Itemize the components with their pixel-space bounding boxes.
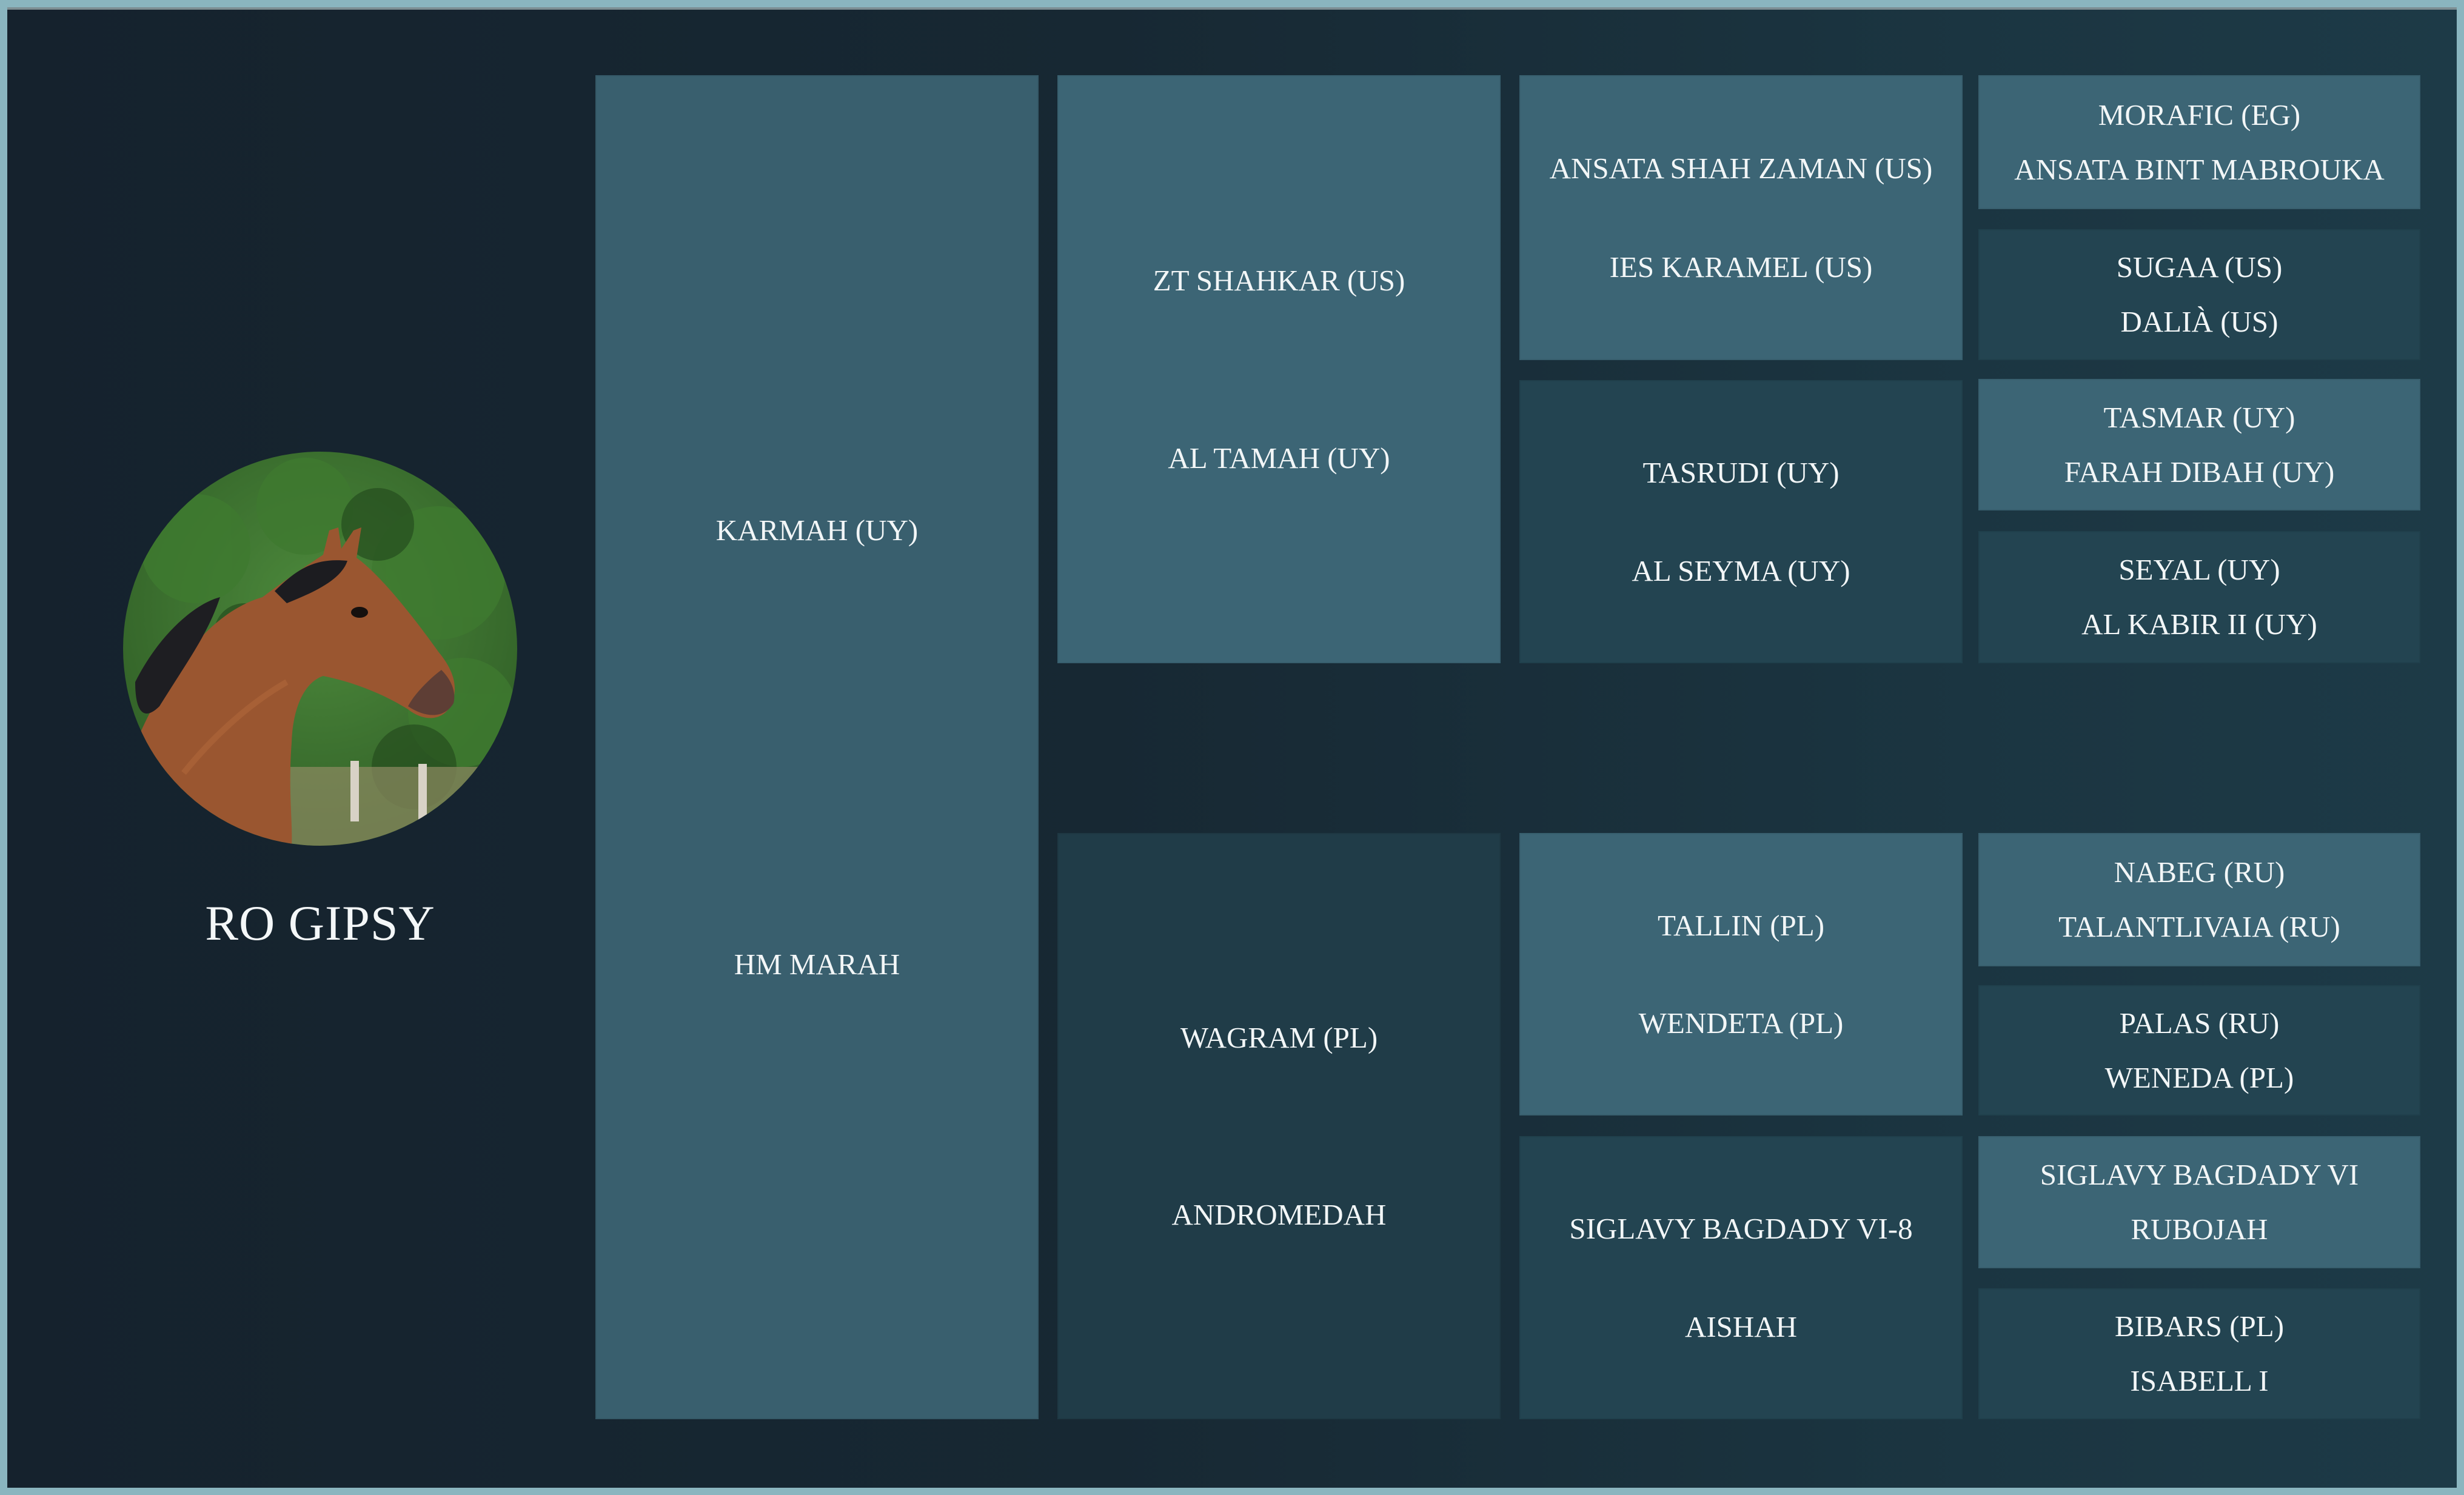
ancestor-name: NABEG (RU) bbox=[2114, 855, 2285, 889]
great-grandparents-1[interactable]: ANSATA SHAH ZAMAN (US) IES KARAMEL (US) bbox=[1519, 75, 1963, 360]
pedigree-card: RO GIPSY KARMAH (UY) HM MARAH ZT SHAHKAR… bbox=[7, 7, 2457, 1488]
ggg-pair-7[interactable]: SIGLAVY BAGDADY VI RUBOJAH bbox=[1978, 1136, 2420, 1268]
maternal-granddam: ANDROMEDAH bbox=[1171, 1197, 1387, 1231]
ancestor-name: MORAFIC (EG) bbox=[2098, 98, 2301, 132]
grandparents-sire-side[interactable]: ZT SHAHKAR (US) AL TAMAH (UY) bbox=[1057, 75, 1501, 663]
ancestor-name: TASMAR (UY) bbox=[2103, 400, 2295, 434]
ancestor-name: AL KABIR II (UY) bbox=[2081, 607, 2317, 641]
ggg-pair-3[interactable]: TASMAR (UY) FARAH DIBAH (UY) bbox=[1978, 379, 2420, 510]
ancestor-name: IES KARAMEL (US) bbox=[1609, 250, 1873, 284]
grandparents-dam-side[interactable]: WAGRAM (PL) ANDROMEDAH bbox=[1057, 833, 1501, 1419]
ancestor-name: BIBARS (PL) bbox=[2114, 1309, 2285, 1343]
ggg-pair-6[interactable]: PALAS (RU) WENEDA (PL) bbox=[1978, 985, 2420, 1115]
ancestor-name: RUBOJAH bbox=[2131, 1212, 2268, 1246]
great-grandparents-3[interactable]: TALLIN (PL) WENDETA (PL) bbox=[1519, 833, 1963, 1115]
horse-photo bbox=[123, 452, 517, 846]
ancestor-name: ANSATA SHAH ZAMAN (US) bbox=[1549, 152, 1933, 185]
ancestor-name: ANSATA BINT MABROUKA bbox=[2014, 152, 2385, 186]
paternal-granddam: AL TAMAH (UY) bbox=[1168, 441, 1390, 475]
ancestor-name: SUGAA (US) bbox=[2116, 250, 2283, 284]
ancestor-name: TALLIN (PL) bbox=[1657, 909, 1825, 942]
ggg-pair-2[interactable]: SUGAA (US) DALIÀ (US) bbox=[1978, 229, 2420, 360]
ancestor-name: PALAS (RU) bbox=[2119, 1006, 2280, 1040]
ggg-pair-8[interactable]: BIBARS (PL) ISABELL I bbox=[1978, 1288, 2420, 1419]
ggg-pair-4[interactable]: SEYAL (UY) AL KABIR II (UY) bbox=[1978, 531, 2420, 663]
horse-name: RO GIPSY bbox=[205, 895, 435, 951]
great-grandparents-4[interactable]: SIGLAVY BAGDADY VI-8 AISHAH bbox=[1519, 1136, 1963, 1419]
dam-name: HM MARAH bbox=[734, 948, 900, 982]
ancestor-name: TASRUDI (UY) bbox=[1642, 456, 1840, 490]
maternal-grandsire: WAGRAM (PL) bbox=[1180, 1021, 1378, 1055]
ancestor-name: SIGLAVY BAGDADY VI-8 bbox=[1569, 1212, 1913, 1246]
ancestor-name: SEYAL (UY) bbox=[2118, 553, 2280, 586]
ancestor-name: SIGLAVY BAGDADY VI bbox=[2040, 1158, 2359, 1191]
paternal-grandsire: ZT SHAHKAR (US) bbox=[1153, 264, 1405, 297]
ancestor-name: DALIÀ (US) bbox=[2120, 305, 2278, 338]
parents-box[interactable]: KARMAH (UY) HM MARAH bbox=[595, 75, 1039, 1419]
ancestor-name: WENEDA (PL) bbox=[2104, 1060, 2294, 1094]
sire-name: KARMAH (UY) bbox=[715, 513, 919, 547]
ancestor-name: AL SEYMA (UY) bbox=[1632, 554, 1850, 587]
ancestor-name: ISABELL I bbox=[2130, 1364, 2269, 1397]
ggg-pair-5[interactable]: NABEG (RU) TALANTLIVAIA (RU) bbox=[1978, 833, 2420, 966]
ancestor-name: TALANTLIVAIA (RU) bbox=[2058, 910, 2340, 943]
ancestor-name: AISHAH bbox=[1684, 1309, 1798, 1343]
ggg-pair-1[interactable]: MORAFIC (EG) ANSATA BINT MABROUKA bbox=[1978, 75, 2420, 209]
great-grandparents-2[interactable]: TASRUDI (UY) AL SEYMA (UY) bbox=[1519, 380, 1963, 663]
ancestor-name: WENDETA (PL) bbox=[1638, 1006, 1844, 1040]
ancestor-name: FARAH DIBAH (UY) bbox=[2064, 455, 2335, 489]
